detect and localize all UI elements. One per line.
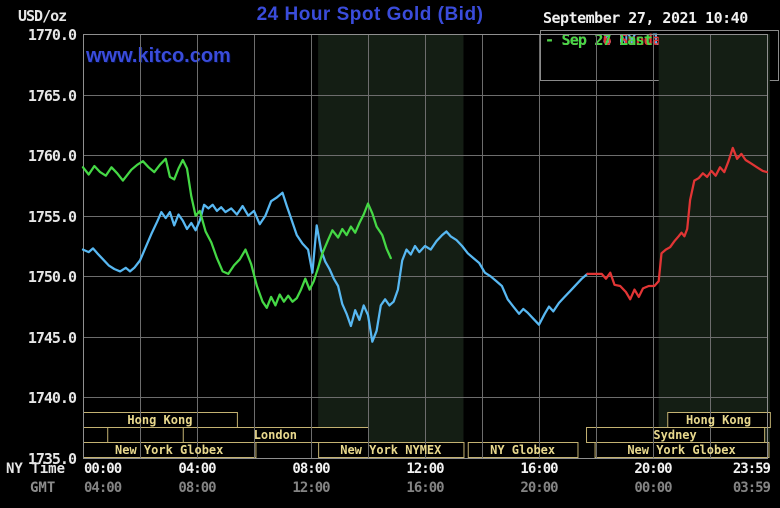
ny-tick-label: 20:00: [634, 461, 672, 477]
units-label: USD/oz: [18, 7, 67, 25]
ny-tick-label: 04:00: [178, 461, 216, 477]
y-tick-label: 1745.0: [27, 328, 77, 347]
session-label: Sydney: [653, 428, 696, 442]
y-tick-label: 1735.0: [27, 450, 77, 468]
session-label: New York Globex: [115, 443, 223, 457]
ny-tick-label: 12:00: [406, 461, 444, 477]
gmt-axis-label: GMT: [30, 480, 56, 496]
gmt-tick-label: 04:00: [84, 480, 122, 496]
chart-timestamp: September 27, 2021 10:40: [543, 9, 748, 27]
y-tick-label: 1755.0: [27, 207, 77, 226]
session-label: New York Globex: [627, 443, 735, 457]
gmt-tick-label: 20:00: [520, 480, 558, 496]
session-label: London: [254, 428, 297, 442]
highlight-band: [658, 34, 770, 458]
series-sep24-line: [81, 191, 589, 343]
session-label: Hong Kong: [686, 413, 751, 427]
ny-tick-label: 08:00: [292, 461, 330, 477]
plot-border: [83, 34, 768, 459]
session-label: Hong Kong: [127, 413, 192, 427]
y-tick-label: 1770.0: [27, 26, 77, 44]
y-tick-label: 1740.0: [27, 389, 77, 408]
gmt-tick-label: 16:00: [406, 480, 444, 496]
kitco-watermark-link[interactable]: www.kitco.com: [86, 45, 231, 67]
gmt-tick-label: 03:59: [732, 480, 771, 496]
y-tick-label: 1765.0: [27, 86, 77, 105]
session-box: [594, 442, 770, 458]
session-box: [467, 442, 579, 458]
gmt-tick-label: 00:00: [634, 480, 672, 496]
highlight-band: [318, 34, 464, 458]
session-box: [318, 442, 465, 458]
ny-tick-label: 16:00: [520, 461, 558, 477]
session-box: [83, 427, 109, 443]
legend-item-1: - Sep 26 Sunday: [545, 31, 669, 49]
y-tick-label: 1760.0: [27, 147, 77, 166]
session-label: NY Globex: [490, 443, 555, 457]
ny-tick-label: 23:59: [732, 461, 771, 477]
gmt-tick-label: 08:00: [178, 480, 216, 496]
y-tick-label: 1750.0: [27, 268, 77, 287]
gmt-tick-label: 12:00: [292, 480, 330, 496]
ny-tick-label: 00:00: [84, 461, 122, 477]
series-sep27-line: [81, 157, 392, 309]
ny-time-axis-label: NY Time: [6, 461, 66, 477]
page-title: 24 Hour Spot Gold (Bid): [256, 4, 484, 25]
session-label: New York NYMEX: [340, 443, 442, 457]
series-sep26-line: [586, 146, 769, 301]
